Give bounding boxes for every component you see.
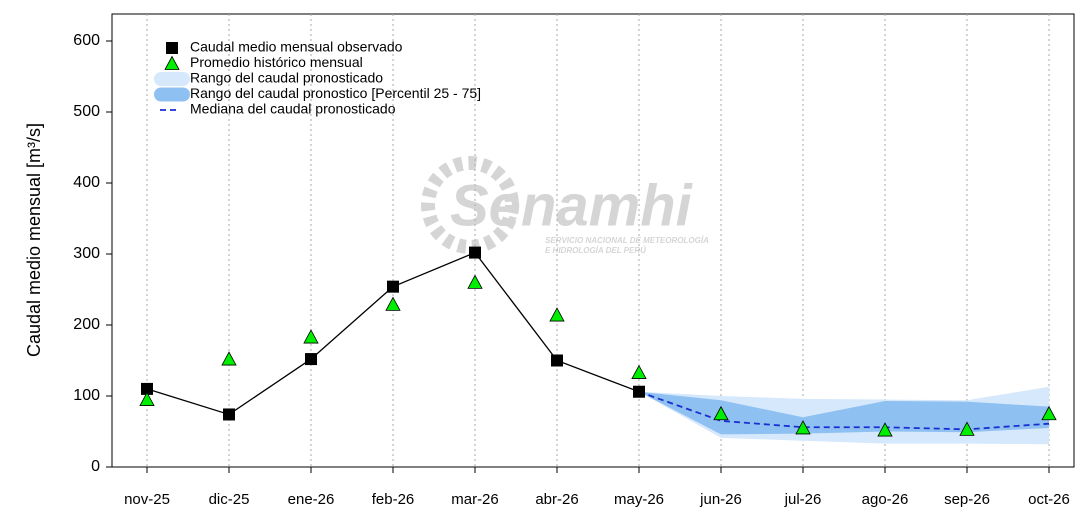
x-tick-label: ago-26 <box>862 491 909 508</box>
triangle-marker <box>631 364 647 379</box>
triangle-marker <box>713 405 729 421</box>
x-tick-label: jun-26 <box>699 491 742 508</box>
x-tick-label: abr-26 <box>535 491 578 508</box>
x-tick-label: sep-26 <box>944 491 990 508</box>
y-tick-label: 0 <box>91 458 100 475</box>
triangle-marker <box>959 421 975 436</box>
plot-frame <box>111 13 1075 468</box>
watermark-logo <box>421 156 519 254</box>
legend-label: Mediana del caudal pronosticado <box>190 101 396 117</box>
triangle-marker <box>467 274 483 289</box>
square-marker <box>551 354 563 367</box>
square-marker <box>223 408 235 421</box>
legend-swatch <box>154 87 190 102</box>
legend-swatch <box>154 72 190 86</box>
triangle-marker <box>549 307 565 322</box>
legend-label: Rango del caudal pronosticado <box>190 70 383 86</box>
triangle-marker <box>1041 405 1057 421</box>
x-tick-label: mar-26 <box>451 491 499 508</box>
watermark-line: E HIDROLOGÍA DEL PERÚ <box>545 246 646 255</box>
watermark-name: Senamhi <box>450 173 694 238</box>
y-tick-label: 100 <box>73 387 100 404</box>
y-tick-label: 600 <box>73 32 100 49</box>
y-axis-label: Caudal medio mensual [m³/s] <box>24 123 44 357</box>
triangle-marker <box>385 296 401 311</box>
square-marker <box>387 280 399 293</box>
y-tick-label: 300 <box>73 245 100 262</box>
triangle-marker <box>795 420 811 435</box>
x-tick-label: dic-25 <box>209 491 250 508</box>
square-marker <box>305 353 317 366</box>
forecast-band <box>639 391 1049 435</box>
triangle-marker <box>221 351 237 366</box>
square-marker <box>633 385 645 398</box>
median-line <box>638 390 1050 431</box>
legend-swatch <box>164 55 180 70</box>
legend-label: Promedio histórico mensual <box>190 54 363 70</box>
y-tick-label: 400 <box>73 174 100 191</box>
triangle-marker <box>139 391 155 406</box>
x-tick-label: oct-26 <box>1028 491 1070 508</box>
x-tick-label: nov-25 <box>124 491 170 508</box>
legend-label: Rango del caudal pronostico [Percentil 2… <box>190 85 481 101</box>
x-tick-label: may-26 <box>614 491 664 508</box>
x-tick-label: jul-26 <box>784 491 822 508</box>
watermark: Senamhi SERVICIO NACIONAL DE METEOROLOGÍ… <box>421 156 709 255</box>
legend-label: Caudal medio mensual observado <box>190 39 403 55</box>
square-marker <box>469 246 481 259</box>
square-marker <box>141 382 153 395</box>
x-tick-label: ene-26 <box>288 491 335 508</box>
watermark-line: SERVICIO NACIONAL DE METEOROLOGÍA <box>545 236 709 245</box>
y-tick-label: 500 <box>73 103 100 120</box>
triangle-marker <box>877 422 893 437</box>
triangle-marker <box>303 329 319 344</box>
y-tick-label: 200 <box>73 316 100 333</box>
legend-swatch <box>166 42 178 54</box>
x-tick-label: feb-26 <box>372 491 415 508</box>
